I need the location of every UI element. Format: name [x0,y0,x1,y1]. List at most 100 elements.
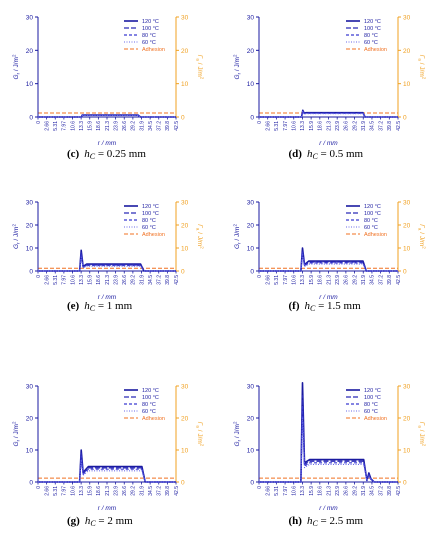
y-label-left-sup: 2 [233,224,238,227]
x-tick-label: 23.9 [335,121,341,131]
y-tick-label-right: 20 [181,48,189,55]
y-label-left-sub: r [16,439,21,441]
y-tick-label-left: 30 [247,15,255,22]
y-label-left-unit: / J/m [234,57,241,73]
y-label-right-sup: 2 [200,246,205,249]
y-label-left-symbol: G [13,244,20,249]
y-tick-label-right: 30 [181,384,189,391]
x-tick-label: 0 [36,486,42,489]
y-tick-label-left: 10 [26,81,34,88]
y-label-right-unit: / J/m [196,230,203,246]
x-tick-label: 39.8 [387,486,393,496]
y-tick-label-right: 10 [181,448,189,455]
y-label-right-sub: a [418,58,423,61]
x-tick-label: 34.5 [370,275,376,285]
y-tick-label-right: 10 [181,246,189,253]
legend-label: 60 °C [364,409,378,415]
legend-label: 100 °C [142,395,159,401]
x-tick-label: 26.6 [122,275,128,285]
x-tick-label: 37.2 [157,121,163,131]
caption-value: = 1 mm [95,300,133,312]
y-tick-label-right: 0 [403,480,407,487]
y-label-left-sup: 2 [12,54,17,57]
legend-label: Adhesion [142,416,165,422]
x-tick-label: 37.2 [378,121,384,131]
legend-label: 120 °C [142,204,159,210]
x-tick-label: 29.2 [131,121,137,131]
x-tick-label: 7.97 [283,275,289,285]
y-label-left-sup: 2 [12,224,17,227]
y-label-right-symbol: Γ [196,224,203,228]
caption-variable: h [84,148,90,160]
caption-variable: h [306,148,313,160]
series-line-60C-deg [38,459,176,483]
x-tick-label: 29.2 [352,486,358,496]
y-label-left-sub: r [16,72,21,74]
x-tick-label: 39.8 [165,121,171,131]
y-tick-label-right: 10 [181,81,189,88]
y-label-left-sub: r [237,439,242,441]
caption-variable: h [306,515,313,527]
x-tick-label: 2.66 [44,486,50,496]
x-tick-label: 37.2 [157,486,163,496]
y-tick-label-right: 20 [181,416,189,423]
x-tick-label: 5.31 [53,121,59,131]
caption-subscript: C [312,519,318,528]
x-tick-label: 7.97 [283,486,289,496]
y-label-right-sub: a [196,425,201,428]
x-tick-label: 2.66 [265,121,271,131]
y-label-right-sub: a [418,425,423,428]
y-tick-label-left: 20 [247,223,255,230]
legend-label: 80 °C [142,218,156,224]
caption-letter: (g) [67,515,80,527]
x-tick-label: 10.6 [292,275,298,285]
x-tick-label: 7.97 [283,121,289,131]
x-tick-label: 15.9 [88,275,94,285]
series-line-60C-deg [259,417,398,483]
y-axis-label-right: Γa / J/m2 [418,422,427,447]
y-tick-label-right: 30 [403,384,411,391]
caption-variable: h [84,300,90,312]
y-label-right-sup: 2 [422,77,427,80]
caption-letter: (c) [67,148,80,160]
legend-label: 120 °C [142,388,159,394]
caption-value: = 0.25 mm [95,148,146,160]
x-tick-label: 0 [257,275,263,278]
x-tick-label: 15.9 [309,275,315,285]
y-label-left-sup: 2 [233,54,238,57]
y-label-left-sub: r [237,242,242,244]
caption-value: = 2 mm [95,515,133,527]
x-tick-label: 26.6 [344,486,350,496]
x-tick-label: 37.2 [378,275,384,285]
y-label-left-symbol: G [234,441,241,446]
series-line-80C-deg [259,110,398,118]
y-tick-label-left: 30 [247,384,255,391]
caption-value: = 0.5 mm [317,148,364,160]
x-tick-label: 21.3 [105,275,111,285]
x-tick-label: 7.97 [62,121,68,131]
x-tick-label: 34.5 [148,121,154,131]
legend-label: Adhesion [364,416,387,422]
x-axis-label: r / mm [98,140,117,147]
y-label-right-sup: 2 [422,246,427,249]
x-tick-label: 31.9 [361,121,367,131]
x-tick-label: 23.9 [335,486,341,496]
x-tick-label: 15.9 [88,486,94,496]
x-tick-label: 21.3 [105,121,111,131]
y-label-left-unit: / J/m [13,424,20,440]
panel-caption: (e) hC = 1 mm [67,300,132,313]
x-tick-label: 13.3 [79,486,85,496]
x-tick-label: 26.6 [344,275,350,285]
x-tick-label: 42.5 [174,486,180,496]
x-tick-label: 18.6 [318,486,324,496]
x-tick-label: 0 [36,275,42,278]
y-label-right-unit: / J/m [418,61,425,77]
caption-variable: h [84,515,91,527]
legend-label: Adhesion [364,232,387,238]
x-tick-label: 18.6 [318,121,324,131]
series-line-120C-deg [38,449,176,483]
legend-label: 60 °C [364,40,378,46]
